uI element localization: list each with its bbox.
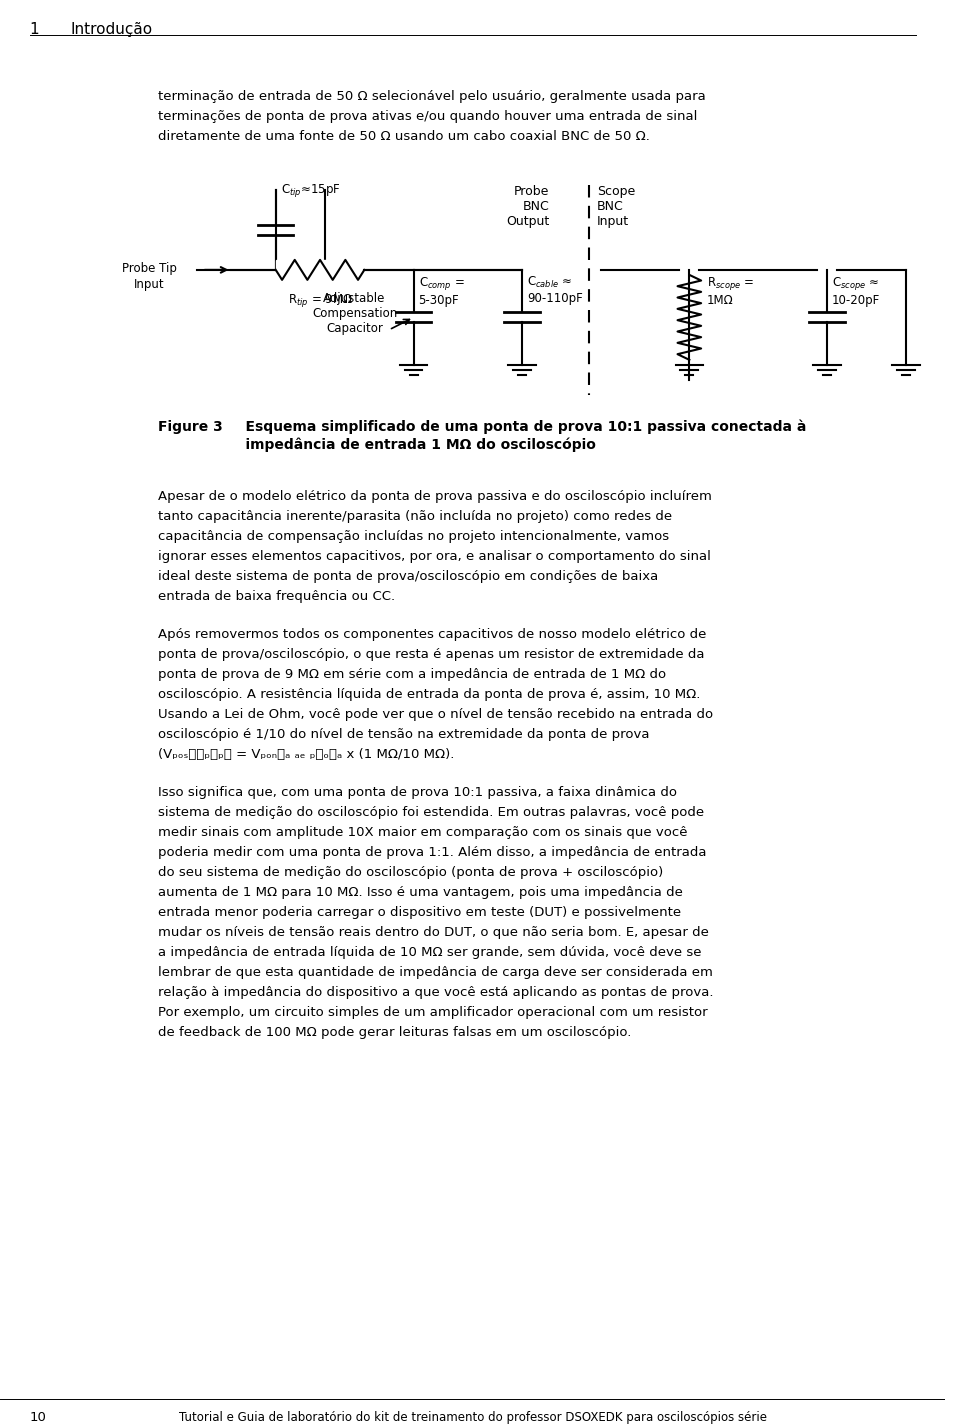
Text: aumenta de 1 MΩ para 10 MΩ. Isso é uma vantagem, pois uma impedância de: aumenta de 1 MΩ para 10 MΩ. Isso é uma v… — [157, 885, 683, 898]
Text: Tutorial e Guia de laboratório do kit de treinamento do professor DSOXEDK para o: Tutorial e Guia de laboratório do kit de… — [179, 1411, 767, 1424]
Text: tanto capacitância inerente/parasita (não incluída no projeto) como redes de: tanto capacitância inerente/parasita (nã… — [157, 510, 672, 523]
Text: capacitância de compensação incluídas no projeto intencionalmente, vamos: capacitância de compensação incluídas no… — [157, 530, 669, 543]
Text: do seu sistema de medição do osciloscópio (ponta de prova + osciloscópio): do seu sistema de medição do osciloscópi… — [157, 865, 662, 878]
Text: R$_{scope}$ =
1MΩ: R$_{scope}$ = 1MΩ — [708, 274, 755, 307]
Text: Apesar de o modelo elétrico da ponta de prova passiva e do osciloscópio incluíre: Apesar de o modelo elétrico da ponta de … — [157, 490, 711, 503]
Text: entrada menor poderia carregar o dispositivo em teste (DUT) e possivelmente: entrada menor poderia carregar o disposi… — [157, 905, 681, 918]
Bar — [276, 260, 365, 280]
Text: ideal deste sistema de ponta de prova/osciloscópio em condições de baixa: ideal deste sistema de ponta de prova/os… — [157, 570, 658, 583]
Text: Figure 3: Figure 3 — [157, 420, 223, 434]
Text: ponta de prova de 9 MΩ em série com a impedância de entrada de 1 MΩ do: ponta de prova de 9 MΩ em série com a im… — [157, 668, 665, 681]
Text: mudar os níveis de tensão reais dentro do DUT, o que não seria bom. E, apesar de: mudar os níveis de tensão reais dentro d… — [157, 925, 708, 938]
Text: Input: Input — [134, 278, 165, 291]
Text: lembrar de que esta quantidade de impedância de carga deve ser considerada em: lembrar de que esta quantidade de impedâ… — [157, 965, 712, 978]
Text: medir sinais com amplitude 10X maior em comparação com os sinais que você: medir sinais com amplitude 10X maior em … — [157, 825, 687, 838]
Text: C$_{comp}$ =
5-30pF: C$_{comp}$ = 5-30pF — [419, 274, 465, 307]
Text: C$_{scope}$ ≈
10-20pF: C$_{scope}$ ≈ 10-20pF — [832, 274, 880, 307]
Text: Adjustable
Compensation
Capacitor: Adjustable Compensation Capacitor — [312, 291, 397, 334]
Text: de feedback de 100 MΩ pode gerar leituras falsas em um osciloscópio.: de feedback de 100 MΩ pode gerar leitura… — [157, 1025, 631, 1038]
Text: Scope
BNC
Input: Scope BNC Input — [597, 184, 635, 228]
Text: Isso significa que, com uma ponta de prova 10:1 passiva, a faixa dinâmica do: Isso significa que, com uma ponta de pro… — [157, 785, 677, 798]
Text: relação à impedância do dispositivo a que você está aplicando as pontas de prova: relação à impedância do dispositivo a qu… — [157, 985, 713, 998]
Text: Por exemplo, um circuito simples de um amplificador operacional com um resistor: Por exemplo, um circuito simples de um a… — [157, 1005, 708, 1018]
Text: R$_{tip}$ = 9MΩ: R$_{tip}$ = 9MΩ — [288, 291, 352, 308]
Text: Esquema simplificado de uma ponta de prova 10:1 passiva conectada à: Esquema simplificado de uma ponta de pro… — [227, 420, 806, 434]
Text: Usando a Lei de Ohm, você pode ver que o nível de tensão recebido na entrada do: Usando a Lei de Ohm, você pode ver que o… — [157, 708, 712, 721]
Text: terminações de ponta de prova ativas e/ou quando houver uma entrada de sinal: terminações de ponta de prova ativas e/o… — [157, 110, 697, 123]
Text: entrada de baixa frequência ou CC.: entrada de baixa frequência ou CC. — [157, 590, 395, 603]
Text: osciloscópio. A resistência líquida de entrada da ponta de prova é, assim, 10 MΩ: osciloscópio. A resistência líquida de e… — [157, 688, 700, 701]
Text: 10: 10 — [30, 1411, 46, 1424]
Text: C$_{tip}$≈15pF: C$_{tip}$≈15pF — [280, 181, 341, 198]
Text: C$_{cable}$ ≈
90-110pF: C$_{cable}$ ≈ 90-110pF — [527, 274, 583, 306]
Text: Probe
BNC
Output: Probe BNC Output — [506, 184, 549, 228]
Text: Probe Tip: Probe Tip — [122, 261, 178, 274]
Text: osciloscópio é 1/10 do nível de tensão na extremidade da ponta de prova: osciloscópio é 1/10 do nível de tensão n… — [157, 728, 649, 741]
Text: 1: 1 — [30, 21, 39, 37]
Text: impedância de entrada 1 MΩ do osciloscópio: impedância de entrada 1 MΩ do osciloscóp… — [227, 438, 596, 453]
Text: Introdução: Introdução — [71, 21, 153, 37]
Text: (VₚₒₛⲜⲞₚⲞₚⲞ = Vₚₒₙ₟ₐ ₐₑ ₚ⬿ₒ⬾ₐ x (1 MΩ/10 MΩ).: (VₚₒₛⲜⲞₚⲞₚⲞ = Vₚₒₙ₟ₐ ₐₑ ₚ⬿ₒ⬾ₐ x (1 MΩ/10… — [157, 748, 454, 761]
Text: diretamente de uma fonte de 50 Ω usando um cabo coaxial BNC de 50 Ω.: diretamente de uma fonte de 50 Ω usando … — [157, 130, 649, 143]
Text: poderia medir com uma ponta de prova 1:1. Além disso, a impedância de entrada: poderia medir com uma ponta de prova 1:1… — [157, 845, 706, 858]
Text: sistema de medição do osciloscópio foi estendida. Em outras palavras, você pode: sistema de medição do osciloscópio foi e… — [157, 805, 704, 818]
Text: ignorar esses elementos capacitivos, por ora, e analisar o comportamento do sina: ignorar esses elementos capacitivos, por… — [157, 550, 710, 563]
Text: ponta de prova/osciloscópio, o que resta é apenas um resistor de extremidade da: ponta de prova/osciloscópio, o que resta… — [157, 648, 704, 661]
Text: Após removermos todos os componentes capacitivos de nosso modelo elétrico de: Após removermos todos os componentes cap… — [157, 628, 706, 641]
Text: terminação de entrada de 50 Ω selecionável pelo usuário, geralmente usada para: terminação de entrada de 50 Ω selecionáv… — [157, 90, 706, 103]
Text: a impedância de entrada líquida de 10 MΩ ser grande, sem dúvida, você deve se: a impedância de entrada líquida de 10 MΩ… — [157, 945, 701, 958]
